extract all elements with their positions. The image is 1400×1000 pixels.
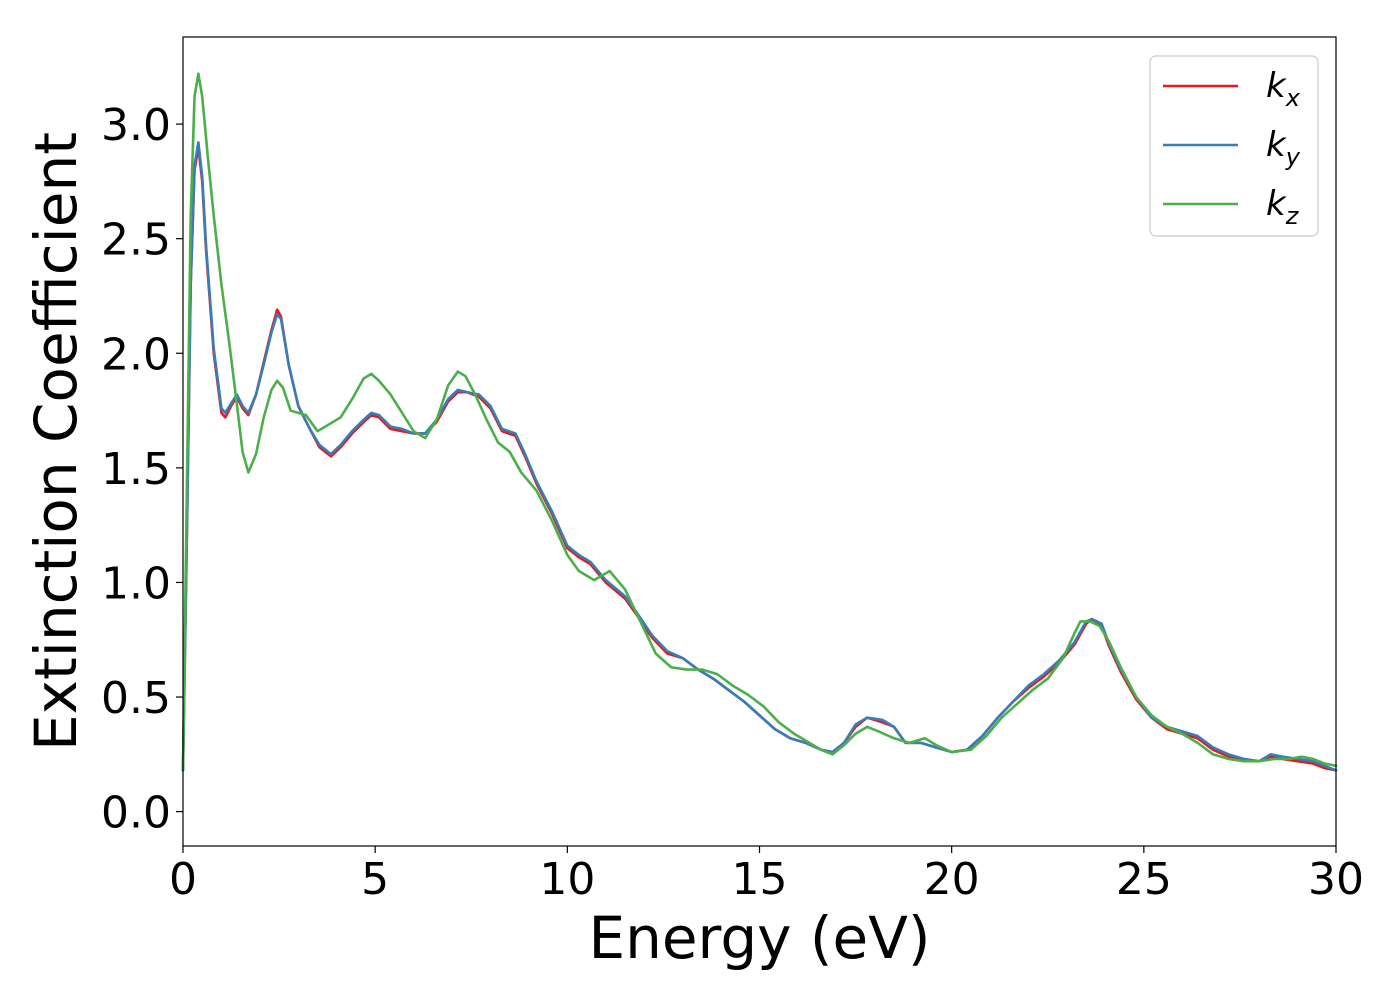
legend-label-base: k — [1266, 184, 1287, 224]
x-tick-label: 5 — [361, 854, 389, 905]
y-axis-ticks: 0.0 0.5 1.0 1.5 2.0 2.5 3.0 — [101, 100, 183, 839]
x-tick-label: 25 — [1116, 854, 1172, 905]
y-tick-label: 1.5 — [101, 444, 171, 495]
x-tick-label: 10 — [539, 854, 595, 905]
legend-label-subscript: x — [1285, 84, 1301, 112]
y-tick-label: 0.0 — [101, 788, 171, 839]
legend-label-k-z: kz — [1266, 184, 1300, 230]
x-tick-label: 15 — [732, 854, 788, 905]
legend-label-k-y: ky — [1266, 125, 1301, 171]
y-axis-label: Extinction Coefficient — [22, 132, 90, 751]
x-tick-label: 30 — [1308, 854, 1364, 905]
y-tick-label: 0.5 — [101, 673, 171, 724]
series-layer — [181, 72, 1338, 772]
y-tick-label: 2.5 — [101, 215, 171, 266]
legend-label-subscript: y — [1285, 143, 1301, 171]
legend-label-k-x: kx — [1266, 66, 1301, 112]
plot-frame — [182, 36, 1337, 847]
legend-label-base: k — [1266, 125, 1287, 165]
legend-label-base: k — [1266, 66, 1287, 106]
x-tick-label: 20 — [924, 854, 980, 905]
x-tick-label: 0 — [169, 854, 197, 905]
x-axis-label: Energy (eV) — [588, 904, 930, 972]
x-axis-ticks: 0 5 10 15 20 25 30 — [169, 846, 1364, 905]
series-line-k-z — [181, 72, 1338, 772]
y-tick-label: 1.0 — [101, 558, 171, 609]
y-tick-label: 2.0 — [101, 329, 171, 380]
y-tick-label: 3.0 — [101, 100, 171, 151]
legend-label-subscript: z — [1285, 202, 1300, 230]
